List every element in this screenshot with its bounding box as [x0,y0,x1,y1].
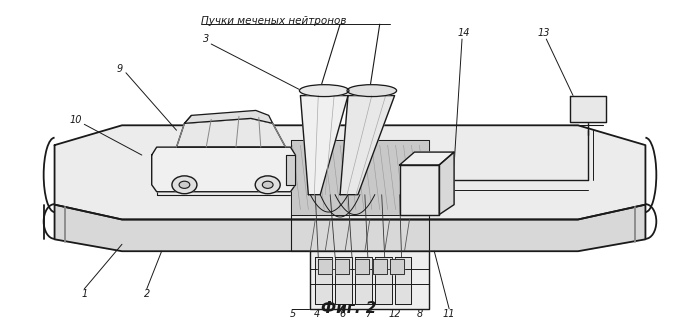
Ellipse shape [262,181,273,188]
Polygon shape [184,110,273,123]
Polygon shape [570,96,606,122]
Text: Пучки меченых нейтронов: Пучки меченых нейтронов [201,16,347,26]
Polygon shape [355,259,369,274]
Ellipse shape [179,181,190,188]
Text: 1: 1 [81,289,87,299]
Text: 9: 9 [117,64,123,74]
Ellipse shape [347,85,396,97]
Polygon shape [300,96,348,195]
Polygon shape [375,257,392,304]
Polygon shape [318,259,332,274]
Polygon shape [394,257,411,304]
Polygon shape [285,155,295,185]
Polygon shape [340,96,394,195]
Polygon shape [54,204,646,251]
Polygon shape [335,257,352,304]
Polygon shape [355,257,372,304]
Polygon shape [389,259,403,274]
Polygon shape [315,257,332,304]
Text: Фиг. 2: Фиг. 2 [321,301,377,316]
Text: 8: 8 [416,309,422,319]
Polygon shape [373,259,387,274]
Polygon shape [177,118,285,147]
Text: 2: 2 [144,289,150,299]
Polygon shape [399,165,439,214]
Text: 3: 3 [203,34,209,44]
Polygon shape [311,251,429,309]
Text: 11: 11 [443,309,455,319]
Text: 5: 5 [290,309,296,319]
Ellipse shape [172,176,197,194]
Polygon shape [439,152,454,214]
Polygon shape [54,125,646,220]
Ellipse shape [299,85,349,97]
Text: 7: 7 [365,309,371,319]
Polygon shape [399,152,454,165]
Polygon shape [290,140,429,214]
Text: 14: 14 [458,28,470,38]
Text: 13: 13 [537,28,549,38]
Text: 6: 6 [339,309,346,319]
Polygon shape [151,147,295,192]
Text: 12: 12 [388,309,401,319]
Polygon shape [335,259,349,274]
Text: 4: 4 [314,309,320,319]
Text: 10: 10 [69,115,82,125]
Ellipse shape [255,176,280,194]
